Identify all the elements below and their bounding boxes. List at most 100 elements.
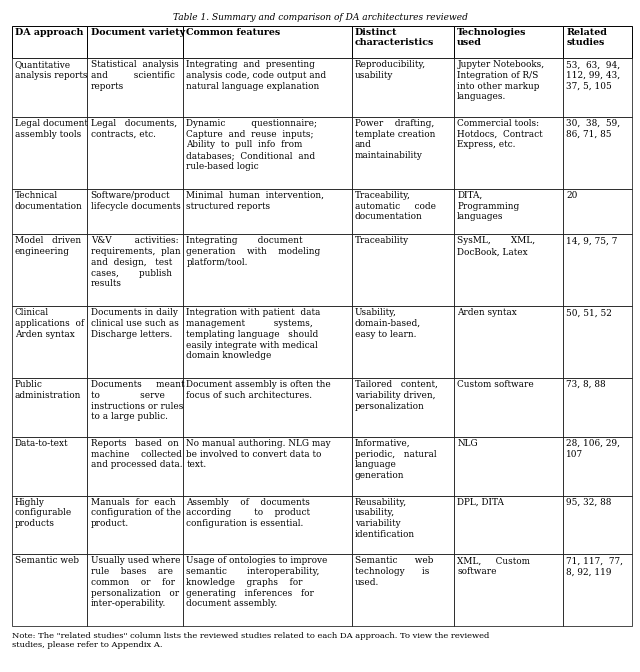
Bar bbox=[563, 189, 632, 235]
Text: Commercial tools:
Hotdocs,  Contract
Express, etc.: Commercial tools: Hotdocs, Contract Expr… bbox=[457, 119, 543, 149]
Text: Custom software: Custom software bbox=[457, 380, 534, 389]
Bar bbox=[183, 235, 351, 306]
Bar bbox=[454, 378, 563, 437]
Bar bbox=[454, 306, 563, 378]
Bar bbox=[454, 437, 563, 496]
Bar bbox=[563, 378, 632, 437]
Bar bbox=[183, 437, 351, 496]
Text: Common features: Common features bbox=[186, 28, 281, 36]
Bar bbox=[12, 496, 88, 554]
Bar bbox=[454, 496, 563, 554]
Bar bbox=[454, 26, 563, 58]
Text: 14, 9, 75, 7: 14, 9, 75, 7 bbox=[566, 237, 618, 245]
Text: Reports   based  on
machine    collected
and processed data.: Reports based on machine collected and p… bbox=[91, 439, 182, 470]
Bar bbox=[183, 58, 351, 117]
Bar bbox=[351, 235, 454, 306]
Bar bbox=[12, 437, 88, 496]
Bar bbox=[351, 58, 454, 117]
Text: 53,  63,  94,
112, 99, 43,
37, 5, 105: 53, 63, 94, 112, 99, 43, 37, 5, 105 bbox=[566, 60, 620, 91]
Text: DA approach: DA approach bbox=[15, 28, 83, 36]
Text: Usually used where
rule    bases    are
common    or    for
personalization   or: Usually used where rule bases are common… bbox=[91, 556, 180, 608]
Bar bbox=[88, 26, 183, 58]
Bar bbox=[563, 306, 632, 378]
Text: Integrating       document
generation    with    modeling
platform/tool.: Integrating document generation with mod… bbox=[186, 237, 321, 267]
Text: Quantitative
analysis reports: Quantitative analysis reports bbox=[15, 60, 87, 80]
Bar bbox=[183, 26, 351, 58]
Bar bbox=[12, 306, 88, 378]
Bar bbox=[12, 235, 88, 306]
Text: 50, 51, 52: 50, 51, 52 bbox=[566, 308, 612, 317]
Bar bbox=[88, 306, 183, 378]
Text: Note: The "related studies" column lists the reviewed studies related to each DA: Note: The "related studies" column lists… bbox=[12, 632, 489, 649]
Bar bbox=[88, 378, 183, 437]
Text: Usability,
domain-based,
easy to learn.: Usability, domain-based, easy to learn. bbox=[355, 308, 421, 339]
Bar bbox=[454, 189, 563, 235]
Bar bbox=[351, 117, 454, 189]
Text: Documents     meant
to              serve
instructions or rules
to a large publi: Documents meant to serve instructions or… bbox=[91, 380, 184, 421]
Bar bbox=[12, 554, 88, 626]
Bar bbox=[183, 496, 351, 554]
Text: Software/product
lifecycle documents: Software/product lifecycle documents bbox=[91, 191, 180, 210]
Text: DPL, DITA: DPL, DITA bbox=[457, 498, 504, 507]
Bar bbox=[454, 235, 563, 306]
Bar bbox=[12, 26, 88, 58]
Text: Related
studies: Related studies bbox=[566, 28, 607, 47]
Bar bbox=[563, 437, 632, 496]
Text: V&V        activities:
requirements,  plan
and  design,   test
cases,       publ: V&V activities: requirements, plan and d… bbox=[91, 237, 180, 288]
Bar bbox=[12, 58, 88, 117]
Bar bbox=[183, 117, 351, 189]
Text: Traceability: Traceability bbox=[355, 237, 409, 245]
Text: Highly
configurable
products: Highly configurable products bbox=[15, 498, 72, 528]
Text: Model   driven
engineering: Model driven engineering bbox=[15, 237, 81, 256]
Text: Informative,
periodic,   natural
language
generation: Informative, periodic, natural language … bbox=[355, 439, 436, 480]
Text: Semantic web: Semantic web bbox=[15, 556, 79, 565]
Text: Table 1. Summary and comparison of DA architectures reviewed: Table 1. Summary and comparison of DA ar… bbox=[173, 13, 467, 22]
Text: Traceability,
automatic     code
documentation: Traceability, automatic code documentati… bbox=[355, 191, 436, 221]
Text: Document variety: Document variety bbox=[91, 28, 185, 36]
Bar bbox=[88, 235, 183, 306]
Text: Document assembly is often the
focus of such architectures.: Document assembly is often the focus of … bbox=[186, 380, 331, 400]
Text: 95, 32, 88: 95, 32, 88 bbox=[566, 498, 612, 507]
Bar bbox=[88, 437, 183, 496]
Bar bbox=[183, 378, 351, 437]
Text: 73, 8, 88: 73, 8, 88 bbox=[566, 380, 606, 389]
Bar bbox=[563, 554, 632, 626]
Bar bbox=[563, 235, 632, 306]
Text: Documents in daily
clinical use such as
Discharge letters.: Documents in daily clinical use such as … bbox=[91, 308, 179, 339]
Bar bbox=[351, 306, 454, 378]
Text: 71, 117,  77,
8, 92, 119: 71, 117, 77, 8, 92, 119 bbox=[566, 556, 623, 576]
Text: Reusability,
usability,
variability
identification: Reusability, usability, variability iden… bbox=[355, 498, 415, 539]
Bar bbox=[563, 26, 632, 58]
Bar bbox=[88, 58, 183, 117]
Bar bbox=[351, 378, 454, 437]
Bar bbox=[454, 58, 563, 117]
Text: Integrating  and  presenting
analysis code, code output and
natural language exp: Integrating and presenting analysis code… bbox=[186, 60, 326, 91]
Text: Assembly    of    documents
according        to    product
configuration is esse: Assembly of documents according to produ… bbox=[186, 498, 310, 528]
Text: Legal document
assembly tools: Legal document assembly tools bbox=[15, 119, 88, 138]
Bar bbox=[183, 189, 351, 235]
Text: Minimal  human  intervention,
structured reports: Minimal human intervention, structured r… bbox=[186, 191, 324, 210]
Text: Reproducibility,
usability: Reproducibility, usability bbox=[355, 60, 426, 80]
Bar bbox=[12, 117, 88, 189]
Bar bbox=[88, 189, 183, 235]
Text: Integration with patient  data
management          systems,
templating language : Integration with patient data management… bbox=[186, 308, 321, 360]
Text: 28, 106, 29,
107: 28, 106, 29, 107 bbox=[566, 439, 620, 459]
Text: 30,  38,  59,
86, 71, 85: 30, 38, 59, 86, 71, 85 bbox=[566, 119, 620, 138]
Text: Tailored   content,
variability driven,
personalization: Tailored content, variability driven, pe… bbox=[355, 380, 438, 411]
Text: Legal   documents,
contracts, etc.: Legal documents, contracts, etc. bbox=[91, 119, 177, 138]
Text: Clinical
applications  of
Arden syntax: Clinical applications of Arden syntax bbox=[15, 308, 84, 339]
Bar bbox=[351, 437, 454, 496]
Bar bbox=[563, 117, 632, 189]
Text: Semantic      web
technology      is
used.: Semantic web technology is used. bbox=[355, 556, 433, 587]
Text: Jupyter Notebooks,
Integration of R/S
into other markup
languages.: Jupyter Notebooks, Integration of R/S in… bbox=[457, 60, 545, 101]
Bar bbox=[454, 117, 563, 189]
Bar bbox=[351, 189, 454, 235]
Text: Manuals  for  each
configuration of the
product.: Manuals for each configuration of the pr… bbox=[91, 498, 180, 528]
Bar bbox=[351, 554, 454, 626]
Text: DITA,
Programming
languages: DITA, Programming languages bbox=[457, 191, 520, 221]
Bar bbox=[88, 496, 183, 554]
Bar bbox=[183, 306, 351, 378]
Bar bbox=[88, 117, 183, 189]
Text: Arden syntax: Arden syntax bbox=[457, 308, 517, 317]
Text: Power    drafting,
template creation
and
maintainability: Power drafting, template creation and ma… bbox=[355, 119, 435, 160]
